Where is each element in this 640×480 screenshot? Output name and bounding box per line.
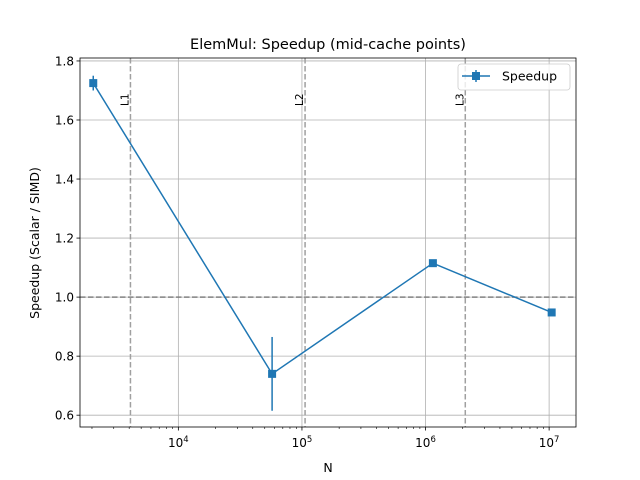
data-point <box>428 259 437 268</box>
series-line <box>92 82 552 375</box>
y-tick-label: 1.0 <box>55 290 74 304</box>
y-tick-label: 0.8 <box>55 349 74 363</box>
legend-label: Speedup <box>502 69 557 84</box>
x-tick-label: 107 <box>539 435 560 450</box>
y-tick-label: 1.6 <box>55 113 74 127</box>
legend-box <box>457 63 571 91</box>
chart-title: ElemMul: Speedup (mid-cache points) <box>190 37 466 53</box>
data-point <box>89 79 98 88</box>
cache-label-l3: L3 <box>454 93 466 106</box>
y-tick-label: 1.8 <box>55 54 74 68</box>
legend: Speedup <box>457 63 571 91</box>
y-tick-label: 0.6 <box>55 408 74 422</box>
y-axis-label: Speedup (Scalar / SIMD) <box>27 167 42 319</box>
x-axis-label: N <box>323 460 332 475</box>
data-point <box>547 308 556 317</box>
x-tick-label: 106 <box>415 435 436 450</box>
y-tick-label: 1.2 <box>55 231 74 245</box>
legend-marker <box>472 72 480 80</box>
axes-frame <box>79 57 577 428</box>
data-point <box>268 369 277 378</box>
cache-label-l1: L1 <box>119 93 131 106</box>
cache-label-l2: L2 <box>294 93 306 106</box>
x-tick-label: 105 <box>292 435 313 450</box>
x-tick-label: 104 <box>168 435 189 450</box>
plot-area: L1 L2 L3 0.6 0.8 1.0 1.2 1.4 1.6 1.8 104 105 106 107 S… <box>55 54 577 450</box>
y-tick-label: 1.4 <box>55 172 74 186</box>
